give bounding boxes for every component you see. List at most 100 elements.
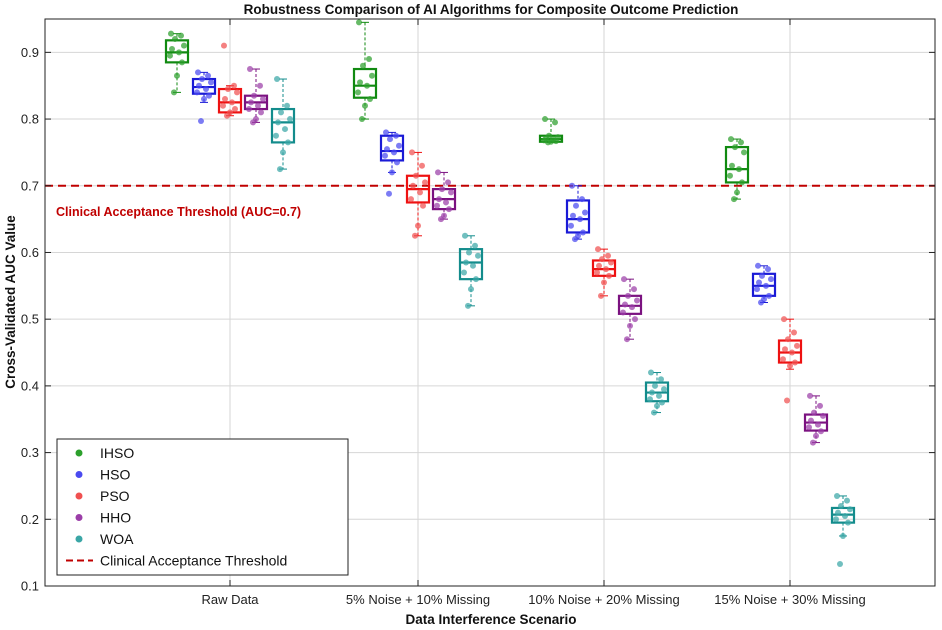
data-point (387, 136, 393, 143)
box-woa-3 (644, 369, 670, 416)
data-point (201, 96, 207, 103)
data-point (741, 149, 747, 156)
data-point (791, 329, 797, 336)
data-point (624, 336, 630, 343)
data-point (768, 276, 774, 283)
data-point (408, 196, 414, 203)
data-point (198, 118, 204, 125)
data-point (813, 432, 819, 439)
box-layer (164, 19, 856, 567)
data-point (178, 32, 184, 39)
data-point (386, 190, 392, 197)
data-point (463, 259, 469, 266)
data-point (234, 89, 240, 96)
data-point (438, 216, 444, 223)
data-point (356, 19, 362, 26)
data-point (734, 189, 740, 196)
data-point (168, 30, 174, 37)
data-point (647, 396, 653, 403)
data-point (273, 132, 279, 139)
box-hso-2 (379, 129, 405, 197)
data-point (652, 382, 658, 389)
legend-label-woa: WOA (100, 531, 134, 547)
data-point (811, 409, 817, 416)
data-point (366, 56, 372, 63)
data-point (838, 502, 844, 509)
box-hho-1 (243, 66, 269, 126)
data-point (287, 116, 293, 123)
data-point (659, 399, 665, 406)
data-point (629, 304, 635, 311)
box-ihso-3 (538, 116, 564, 146)
legend-label-threshold: Clinical Acceptance Threshold (100, 553, 287, 569)
data-point (844, 497, 850, 504)
data-point (284, 102, 290, 109)
data-point (172, 36, 178, 43)
x-tick-label: 5% Noise + 10% Missing (346, 592, 490, 607)
data-point (756, 279, 762, 286)
data-point (738, 139, 744, 146)
data-point (806, 424, 812, 431)
data-point (461, 269, 467, 276)
box-hho-4 (803, 392, 829, 446)
legend: IHSO HSO PSO HHO WOA Clinical Acceptance Thre… (56, 438, 349, 576)
data-point (840, 532, 846, 539)
data-point (445, 179, 451, 186)
data-point (842, 512, 848, 519)
data-point (606, 272, 612, 279)
data-point (627, 322, 633, 329)
data-point (393, 132, 399, 139)
data-point (205, 72, 211, 79)
data-point (845, 519, 851, 526)
y-tick-label: 0.7 (21, 178, 39, 193)
box-pso-1 (217, 42, 243, 119)
threshold-layer: Clinical Acceptance Threshold (AUC=0.7) (45, 184, 935, 219)
box-pso-3 (591, 246, 617, 299)
data-point (448, 189, 454, 196)
data-point (631, 286, 637, 293)
data-point (435, 169, 441, 176)
data-point (280, 149, 286, 156)
x-tick-label: 15% Noise + 30% Missing (714, 592, 865, 607)
data-point (285, 139, 291, 146)
box-woa-4 (830, 492, 856, 567)
data-point (580, 229, 586, 236)
data-point (251, 92, 257, 99)
data-point (391, 149, 397, 156)
data-point (599, 256, 605, 263)
data-point (470, 262, 476, 269)
data-point (436, 196, 442, 203)
data-point (569, 182, 575, 189)
data-point (808, 417, 814, 424)
legend-marker-ihso (75, 449, 83, 457)
box-iqr (379, 134, 405, 162)
data-point (231, 82, 237, 89)
data-point (787, 362, 793, 369)
data-point (362, 102, 368, 109)
data-point (792, 359, 798, 366)
data-point (739, 179, 745, 186)
data-point (595, 246, 601, 253)
box-hso-3 (565, 182, 591, 243)
box-ihso-2 (352, 19, 378, 123)
data-point (834, 492, 840, 499)
data-point (409, 149, 415, 156)
data-point (278, 109, 284, 116)
data-point (246, 106, 252, 113)
data-point (807, 392, 813, 399)
data-point (465, 302, 471, 309)
data-point (260, 96, 266, 103)
data-point (573, 202, 579, 209)
plot-frame (44, 18, 936, 587)
x-tick-label: 10% Noise + 20% Missing (528, 592, 679, 607)
data-point (835, 509, 841, 516)
data-point (394, 159, 400, 166)
data-point (179, 59, 185, 66)
data-point (232, 106, 238, 113)
data-point (419, 162, 425, 169)
data-point (221, 42, 227, 49)
data-point (755, 262, 761, 269)
data-point (661, 386, 667, 393)
chart-title: Robustness Comparison of AI Algorithms f… (244, 2, 739, 17)
